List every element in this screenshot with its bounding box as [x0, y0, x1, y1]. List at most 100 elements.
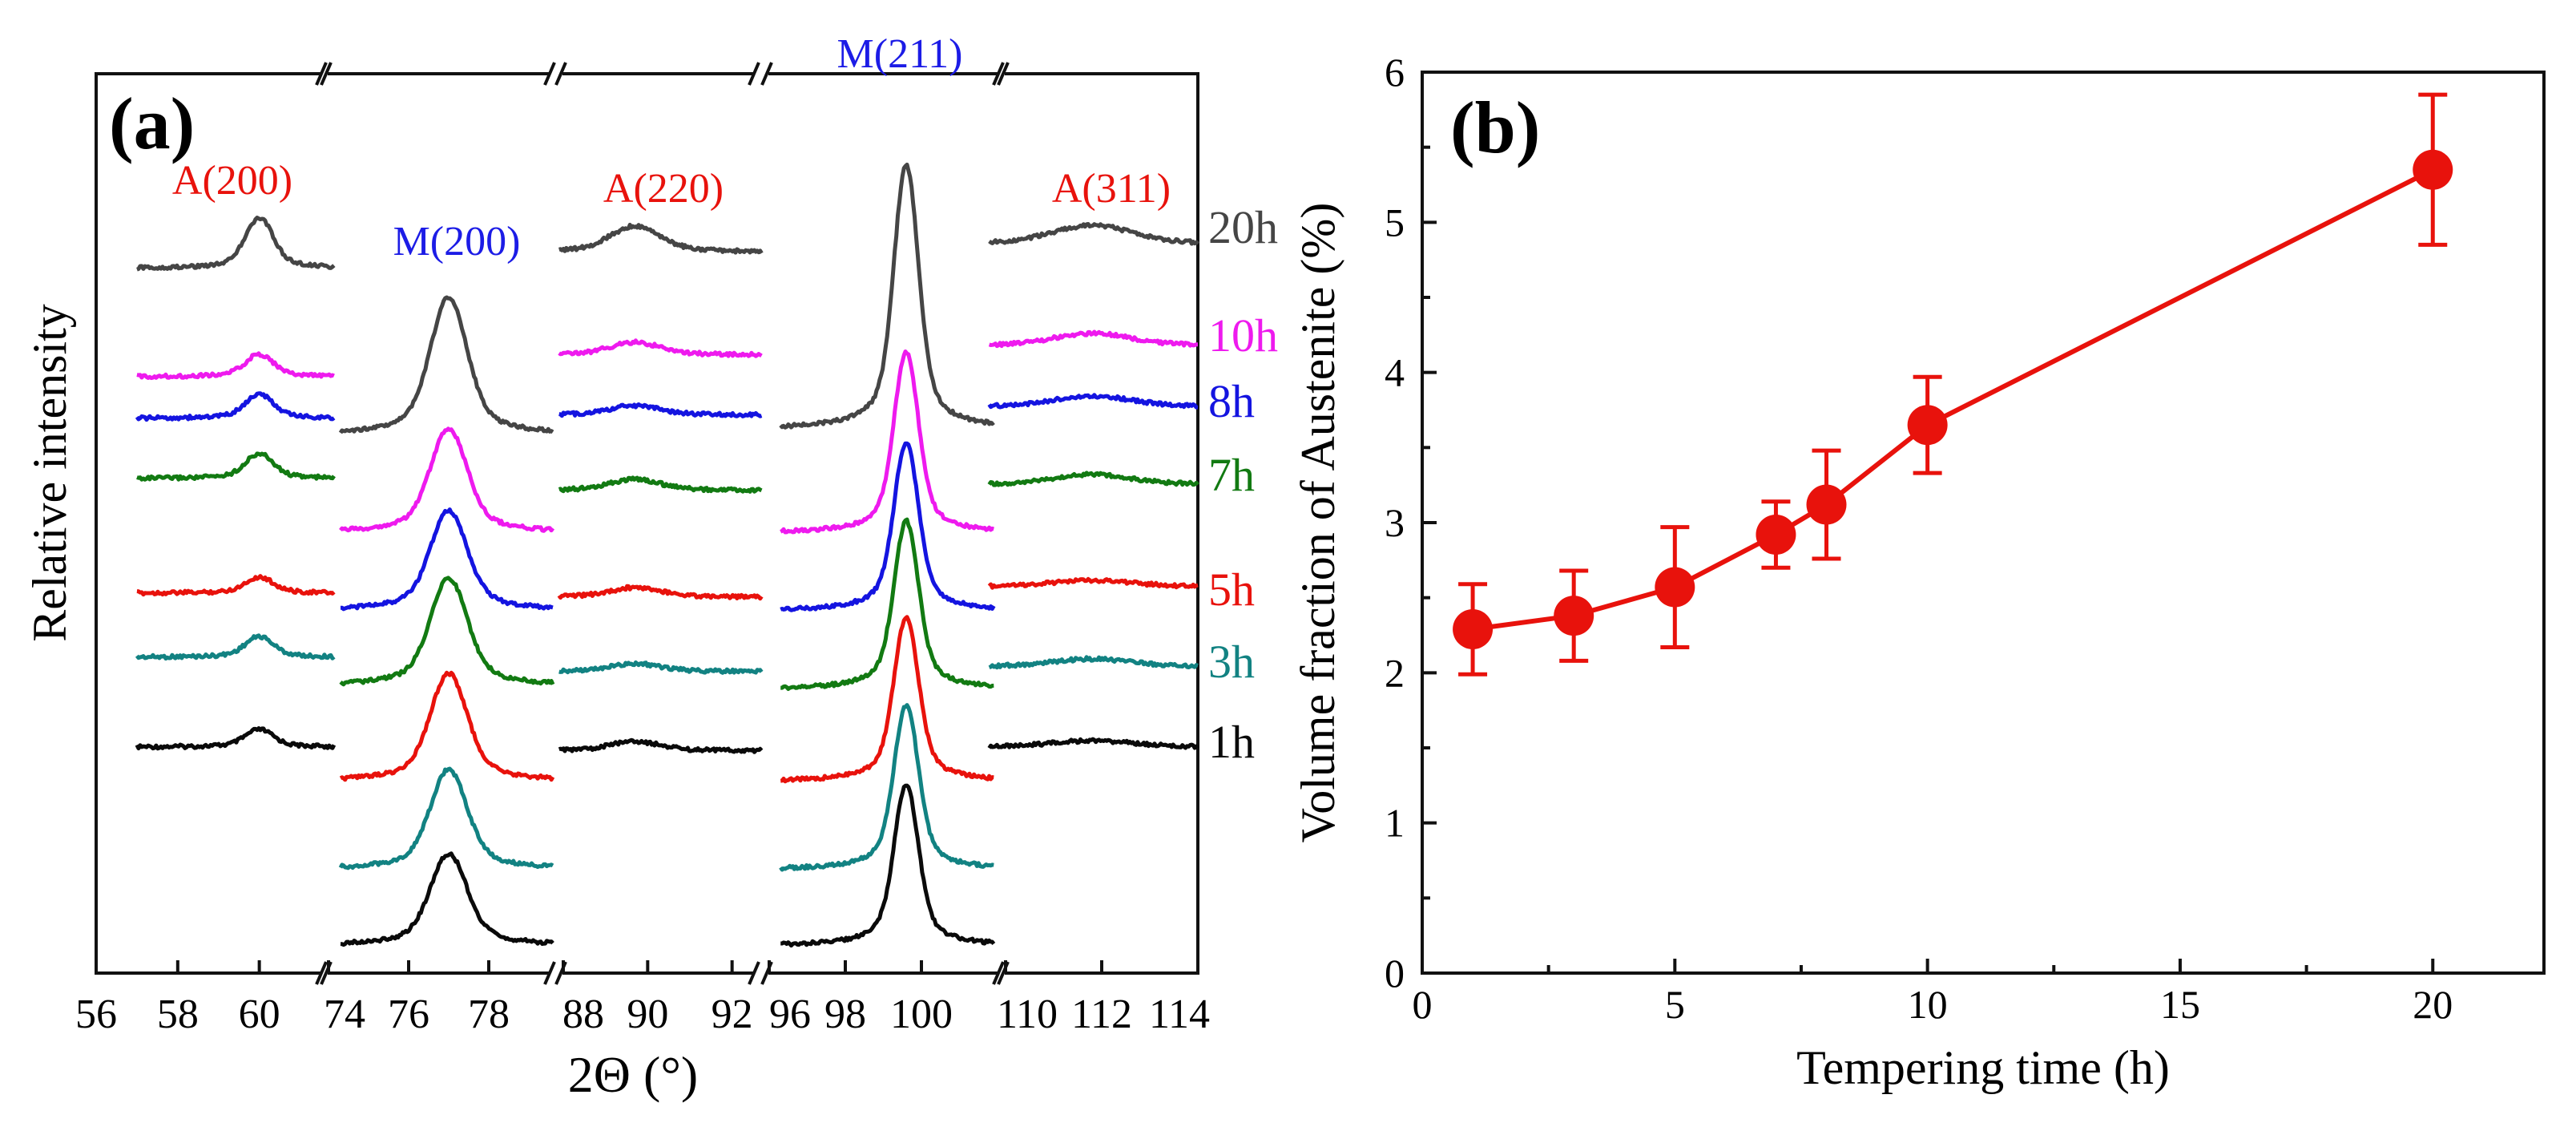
- x-tick-label: 96: [769, 992, 811, 1037]
- data-point: [1554, 596, 1594, 636]
- xrd-trace: [340, 507, 554, 612]
- panel-a-x-ticks: 56 58 60 74 76 78 88 90 92 96 98 100 110 112 114: [75, 960, 1210, 1037]
- xrd-trace: [339, 426, 555, 533]
- xrd-trace: [136, 216, 336, 272]
- series-label: 1h: [1208, 716, 1255, 768]
- panel-b-label: (b): [1450, 87, 1540, 168]
- series-label: 8h: [1208, 375, 1255, 427]
- x-tick-label: 15: [2160, 982, 2200, 1027]
- x-tick-label: 92: [712, 992, 753, 1037]
- x-tick-label: 88: [562, 992, 604, 1037]
- xrd-trace: [779, 703, 994, 872]
- xrd-trace: [558, 222, 764, 255]
- x-tick-label: 98: [824, 992, 866, 1037]
- xrd-trace: [988, 329, 1199, 349]
- axis-break-mark: [554, 62, 567, 86]
- panel-a-peak-labels: A(200) M(200) A(220) M(211) A(311): [172, 31, 1171, 265]
- xrd-trace: [780, 517, 994, 691]
- xrd-trace: [557, 584, 764, 601]
- xrd-trace: [558, 660, 764, 675]
- axis-break-mark: [997, 62, 1010, 86]
- xrd-trace: [780, 441, 996, 612]
- series-label: 10h: [1208, 309, 1278, 362]
- axis-break-mark: [543, 62, 556, 86]
- axis-break-mark: [748, 961, 760, 985]
- xrd-trace: [558, 402, 763, 418]
- x-tick-label: 60: [239, 992, 280, 1037]
- panel-b-ticks: 0 1 2 3 4 5 6 0 5 10 15 20: [1385, 50, 2453, 1027]
- y-tick-label: 1: [1385, 801, 1405, 846]
- y-tick-label: 4: [1385, 350, 1405, 395]
- xrd-trace: [780, 615, 994, 784]
- panel-b-austenite-fraction: 0 1 2 3 4 5 6 0 5 10 15 20 (b) Volume fraction of A…: [1292, 50, 2546, 1094]
- xrd-trace: [779, 162, 995, 430]
- axis-break-mark: [320, 62, 333, 86]
- xrd-trace: [135, 726, 337, 751]
- xrd-trace: [136, 351, 335, 381]
- x-tick-label: 0: [1413, 982, 1433, 1027]
- xrd-trace: [987, 576, 1199, 590]
- panel-a-series-labels: 1h 3h 5h 7h 8h 10h 20h: [1208, 201, 1278, 768]
- xrd-trace: [338, 766, 554, 870]
- panel-a-xlabel: 2Θ (°): [568, 1046, 698, 1103]
- axis-break-mark: [543, 961, 556, 985]
- series-label: 5h: [1208, 563, 1255, 616]
- axis-break-mark: [315, 961, 328, 985]
- x-tick-label: 10: [1908, 982, 1948, 1027]
- peak-label: M(211): [837, 31, 963, 77]
- data-point: [1806, 484, 1847, 525]
- panel-b-plot: [1453, 92, 2453, 677]
- peak-label: A(200): [172, 158, 292, 204]
- axis-break-mark: [315, 62, 328, 86]
- xrd-trace: [558, 737, 764, 754]
- xrd-trace: [780, 349, 994, 535]
- panel-b-ylabel: Volume fraction of Austenite (%): [1292, 203, 1344, 843]
- xrd-trace: [987, 393, 1199, 410]
- xrd-trace: [135, 633, 336, 661]
- axis-break-mark: [992, 62, 1005, 86]
- panel-b-xlabel: Tempering time (h): [1796, 1041, 2170, 1094]
- x-tick-label: 78: [468, 992, 510, 1037]
- axis-break-mark: [748, 62, 760, 86]
- peak-label: A(311): [1052, 166, 1171, 212]
- y-tick-label: 3: [1385, 500, 1405, 545]
- panel-a-traces: [135, 162, 1199, 948]
- x-tick-label: 74: [324, 992, 365, 1037]
- xrd-trace: [780, 783, 996, 948]
- xrd-trace: [988, 655, 1199, 670]
- y-tick-label: 2: [1385, 650, 1405, 695]
- xrd-trace: [340, 851, 554, 947]
- data-point: [2413, 149, 2453, 190]
- x-tick-label: 20: [2413, 982, 2453, 1027]
- xrd-trace: [338, 295, 554, 434]
- xrd-trace: [339, 576, 555, 687]
- series-label: 20h: [1208, 201, 1278, 253]
- x-tick-label: 90: [627, 992, 668, 1037]
- data-point: [1756, 514, 1796, 555]
- panel-a-label: (a): [109, 83, 195, 164]
- x-tick-label: 112: [1071, 992, 1132, 1037]
- x-tick-label: 100: [890, 992, 953, 1037]
- data-point: [1907, 405, 1948, 446]
- x-tick-label: 76: [388, 992, 429, 1037]
- peak-label: A(220): [603, 166, 724, 212]
- x-tick-label: 5: [1665, 982, 1685, 1027]
- xrd-trace: [987, 471, 1199, 487]
- data-point: [1655, 567, 1695, 608]
- axis-break-mark: [760, 62, 773, 86]
- xrd-trace: [987, 737, 1199, 750]
- xrd-trace: [136, 574, 336, 597]
- x-tick-label: 114: [1149, 992, 1210, 1037]
- panel-a-xrd-patterns: 56 58 60 74 76 78 88 90 92 96 98 100 110 112 114 A(200…: [23, 31, 1278, 1103]
- xrd-trace: [136, 451, 336, 482]
- y-tick-label: 0: [1385, 951, 1405, 996]
- data-point: [1453, 609, 1494, 650]
- xrd-trace: [339, 670, 555, 782]
- y-tick-label: 5: [1385, 200, 1405, 244]
- x-tick-label: 58: [157, 992, 199, 1037]
- axis-break-mark: [992, 961, 1005, 985]
- x-tick-label: 56: [75, 992, 117, 1037]
- xrd-trace: [558, 475, 763, 494]
- panel-a-ylabel: Relative intensity: [23, 304, 76, 642]
